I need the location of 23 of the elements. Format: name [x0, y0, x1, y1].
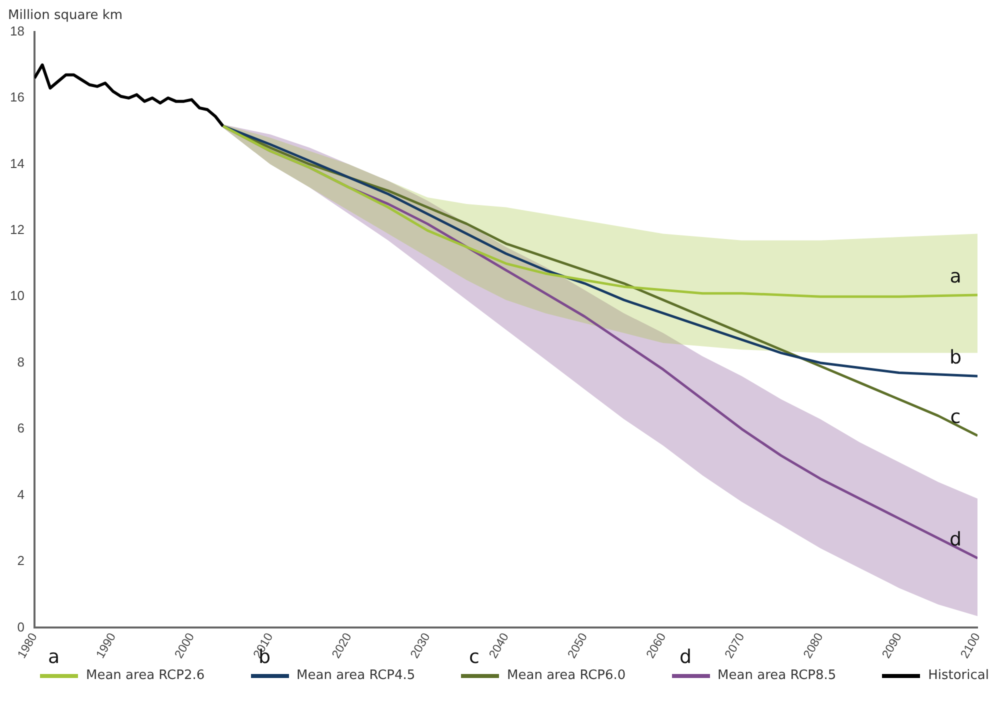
y-tick-label: 10	[10, 288, 24, 304]
annotation: a	[950, 265, 962, 288]
legend-label: Mean area RCP2.6	[86, 668, 205, 683]
y-tick-label: 0	[17, 619, 24, 634]
annotation: d	[950, 528, 962, 551]
annotation: b	[950, 346, 962, 369]
y-tick-label: 18	[10, 23, 24, 38]
y-tick-label: 12	[10, 222, 24, 238]
y-tick-label: 14	[10, 156, 24, 171]
text: a	[48, 646, 60, 668]
legend-label: Historical	[928, 668, 989, 683]
legend-label: Mean area RCP8.5	[718, 668, 836, 683]
y-axis-title: Million square km	[8, 8, 123, 23]
annotation: c	[950, 406, 961, 428]
text: c	[469, 646, 480, 668]
legend-label: Mean area RCP6.0	[507, 668, 626, 683]
legend-label: Mean area RCP4.5	[296, 668, 416, 683]
y-tick-label: 4	[17, 486, 24, 502]
y-tick-label: 6	[17, 420, 24, 436]
y-tick-label: 2	[17, 553, 24, 568]
y-tick-label: 8	[17, 354, 24, 370]
text: d	[680, 646, 692, 668]
y-tick-label: 16	[10, 90, 24, 105]
